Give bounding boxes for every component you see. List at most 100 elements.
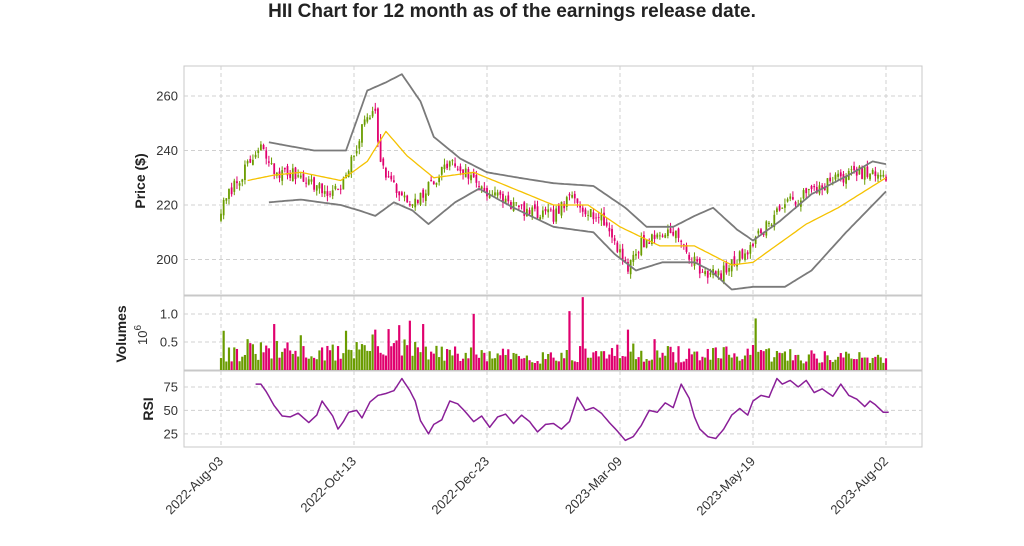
volume-bar <box>789 349 792 370</box>
volume-bar <box>712 348 715 370</box>
volume-bar <box>496 353 499 370</box>
candle-body <box>587 214 589 216</box>
volume-bar <box>238 361 241 370</box>
volume-exponent-label: 106 <box>133 325 150 345</box>
volume-bar <box>696 351 699 370</box>
candle-body <box>432 181 435 185</box>
volume-bar <box>653 339 656 370</box>
volume-bar <box>719 358 723 370</box>
volume-bar <box>658 357 661 370</box>
volume-bar <box>533 362 536 370</box>
volume-bar <box>501 348 505 370</box>
volume-bar <box>328 350 332 370</box>
chart-title: HII Chart for 12 month as of the earning… <box>268 1 756 22</box>
volume-bar <box>645 359 648 370</box>
volume-bar <box>608 354 611 370</box>
candle-body <box>353 156 355 158</box>
volume-bar <box>257 359 260 370</box>
candle-body <box>358 141 361 149</box>
volume-bar <box>616 344 619 370</box>
volume-bar <box>390 346 393 370</box>
volume-exponent-base: 10 <box>135 331 150 345</box>
candle-body <box>302 173 305 182</box>
candle-body <box>321 183 323 194</box>
candle-body <box>754 236 757 244</box>
volume-bar <box>427 359 430 370</box>
volume-bar <box>291 353 294 370</box>
candle-body <box>456 168 459 170</box>
candle-body <box>674 230 677 239</box>
candle-body <box>672 231 675 236</box>
candle-body <box>488 194 491 198</box>
candle-body <box>640 238 643 256</box>
volume-bar <box>571 360 574 370</box>
candle-body <box>608 227 611 232</box>
volume-bar <box>475 354 478 370</box>
y-tick-label: 220 <box>156 198 178 213</box>
volume-bar <box>411 355 414 370</box>
volume-bar <box>467 358 470 370</box>
volume-bar <box>403 339 406 370</box>
volume-bar <box>815 358 818 370</box>
candle-body <box>802 190 805 199</box>
volume-bar <box>246 339 249 370</box>
candle-body <box>267 161 270 163</box>
volume-bar <box>852 359 856 370</box>
volume-bar <box>778 352 781 370</box>
volume-bar <box>507 349 510 370</box>
candle-body <box>885 176 887 181</box>
candle-body <box>326 191 329 196</box>
volume-bar <box>461 358 465 370</box>
volume-bar <box>634 359 638 370</box>
candle-body <box>518 205 520 207</box>
volume-bar <box>767 348 771 370</box>
volume-bar <box>823 351 826 370</box>
y-tick-label: 1.0 <box>160 306 178 321</box>
candle-body <box>733 256 736 266</box>
volume-bar <box>847 353 850 370</box>
candle-body <box>393 180 395 183</box>
x-tick-label: 2023-Mar-09 <box>562 454 625 517</box>
candle-body <box>643 235 645 248</box>
volume-bar <box>688 348 691 370</box>
candle-body <box>448 161 451 167</box>
candle-body <box>627 261 629 272</box>
candle-body <box>318 183 321 189</box>
candle-body <box>257 150 260 154</box>
candle-body <box>603 212 605 226</box>
volume-bar <box>637 357 640 370</box>
candle-body <box>238 183 241 186</box>
candle-body <box>807 188 810 191</box>
candle-body <box>879 174 882 177</box>
volume-bar <box>821 362 824 370</box>
volume-bar <box>392 343 395 370</box>
volume-bar <box>552 357 555 370</box>
volume-bar <box>430 351 433 370</box>
candle-body <box>307 179 310 185</box>
volume-bar <box>661 352 664 370</box>
candle-body <box>659 235 661 237</box>
volume-bar <box>855 359 858 370</box>
volume-bar <box>313 357 316 370</box>
candle-body <box>374 108 377 111</box>
candle-body <box>749 244 752 254</box>
volume-bar <box>464 352 467 370</box>
candle-body <box>698 258 701 274</box>
volume-bar <box>517 356 521 370</box>
candle-body <box>720 273 722 280</box>
candle-body <box>254 154 257 158</box>
candle-body <box>355 151 358 154</box>
candle-body <box>645 239 648 248</box>
volume-bar <box>656 350 659 370</box>
volume-bar <box>549 352 552 370</box>
candle-body <box>406 195 409 203</box>
volume-bar <box>259 342 262 370</box>
candle-body <box>666 229 669 237</box>
candle-body <box>589 209 592 218</box>
volume-bar <box>884 358 888 370</box>
candle-body <box>746 252 749 255</box>
volume-bar <box>802 363 805 370</box>
candle-body <box>539 217 542 220</box>
candle-body <box>265 150 268 159</box>
volume-bar <box>871 357 874 370</box>
